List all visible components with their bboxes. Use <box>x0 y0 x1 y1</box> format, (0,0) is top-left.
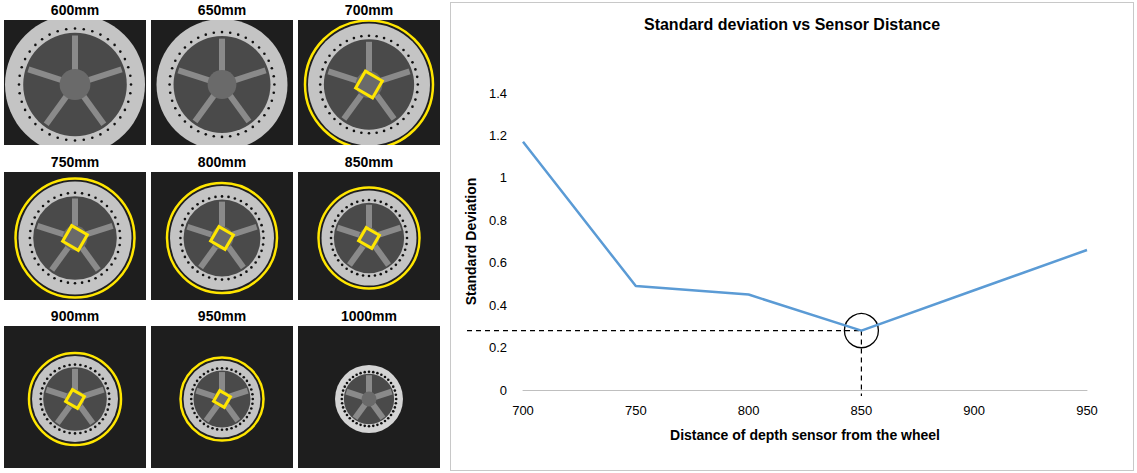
svg-text:0: 0 <box>500 383 507 398</box>
svg-text:900: 900 <box>963 403 985 418</box>
svg-text:0.6: 0.6 <box>489 255 507 270</box>
html-text:650mm: 650mm <box>197 2 247 18</box>
html-text:850mm: 850mm <box>344 154 394 170</box>
html-text:1000mm: 1000mm <box>341 308 397 324</box>
svg-text:Standard deviation vs Sensor D: Standard deviation vs Sensor Distance <box>644 16 940 33</box>
html-text:700mm: 700mm <box>344 2 394 18</box>
html-text:800mm: 800mm <box>197 154 247 170</box>
svg-text:950: 950 <box>1076 403 1098 418</box>
svg-text:0.2: 0.2 <box>489 340 507 355</box>
svg-text:750: 750 <box>625 403 647 418</box>
svg-text:0.8: 0.8 <box>489 213 507 228</box>
svg-text:1.4: 1.4 <box>489 86 507 101</box>
html-text:750mm: 750mm <box>50 154 100 170</box>
html-text:900mm: 900mm <box>50 308 100 324</box>
html-text:950mm: 950mm <box>197 308 247 324</box>
svg-text:Standard Deviation: Standard Deviation <box>463 178 479 306</box>
svg-text:1.2: 1.2 <box>489 128 507 143</box>
svg-text:700: 700 <box>512 403 534 418</box>
svg-text:Distance of depth sensor from: Distance of depth sensor from the wheel <box>670 427 940 443</box>
html-text:600mm: 600mm <box>50 2 100 18</box>
svg-text:800: 800 <box>738 403 760 418</box>
svg-text:0.4: 0.4 <box>489 298 507 313</box>
svg-text:1: 1 <box>500 170 507 185</box>
svg-text:850: 850 <box>851 403 873 418</box>
